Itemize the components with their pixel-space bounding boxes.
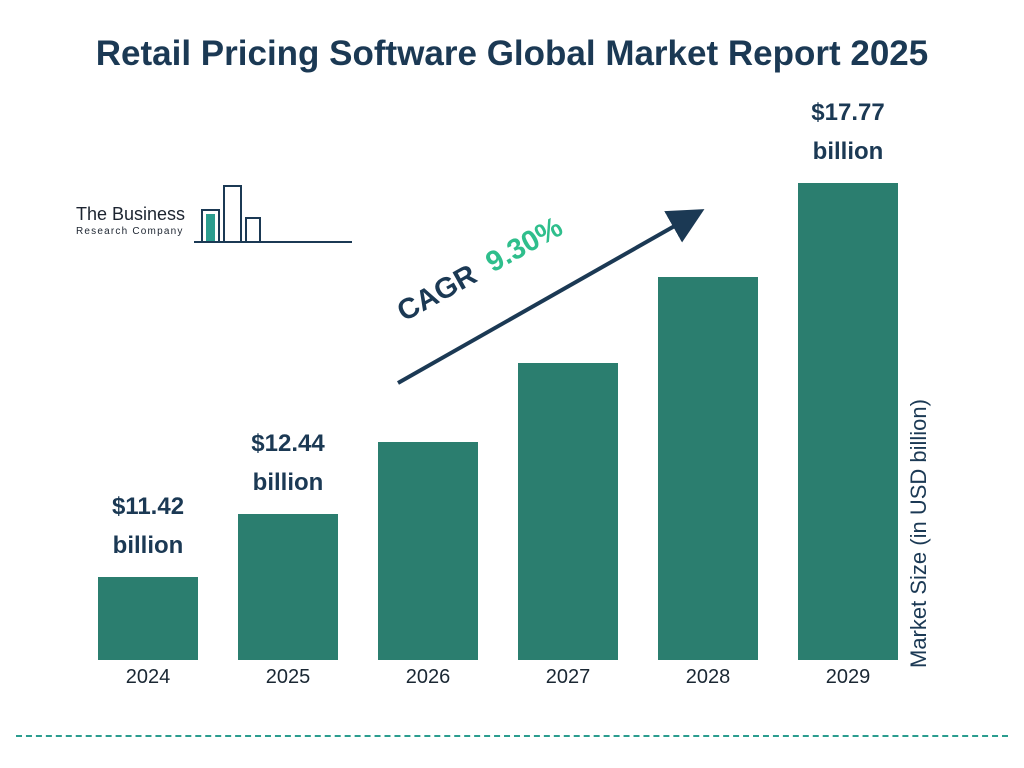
x-axis-label-2026: 2026 xyxy=(405,666,451,688)
value-amount: $17.77 xyxy=(811,99,885,126)
y-axis-label: Market Size (in USD billion) xyxy=(906,399,931,668)
company-logo-text: The Business Research Company xyxy=(76,204,185,237)
value-amount: $11.42 xyxy=(111,493,185,520)
bar-2025 xyxy=(238,514,338,660)
x-axis-label-2027: 2027 xyxy=(545,666,591,688)
value-amount: $12.44 xyxy=(251,430,325,457)
bar-2026 xyxy=(378,442,478,660)
company-logo: The Business Research Company xyxy=(72,185,352,258)
x-axis-label-2024: 2024 xyxy=(125,666,171,688)
company-logo-name: The Business xyxy=(76,204,186,224)
x-axis-label-2028: 2028 xyxy=(685,666,731,688)
bar-2027 xyxy=(518,363,618,660)
page-title: Retail Pricing Software Global Market Re… xyxy=(95,34,929,73)
bar-2028 xyxy=(658,277,758,660)
bar-2024 xyxy=(98,577,198,660)
x-axis-label-2025: 2025 xyxy=(265,666,311,688)
x-axis-label-2029: 2029 xyxy=(825,666,871,688)
bar-chart: 2024 2025 2026 2027 2028 2029 $11.42 billion $12… xyxy=(98,0,898,688)
value-label-2025: $12.44 billion xyxy=(218,424,358,502)
value-label-2024: $11.42 billion xyxy=(78,487,218,565)
company-logo-subtitle: Research Company xyxy=(76,226,184,237)
bar-2029 xyxy=(798,183,898,660)
value-unit: billion xyxy=(112,532,184,559)
bottom-dashed-divider xyxy=(16,735,1008,737)
value-unit: billion xyxy=(252,469,324,496)
company-logo-icon xyxy=(194,176,354,261)
value-label-2029: $17.77 billion xyxy=(778,93,918,171)
value-unit: billion xyxy=(812,138,884,165)
